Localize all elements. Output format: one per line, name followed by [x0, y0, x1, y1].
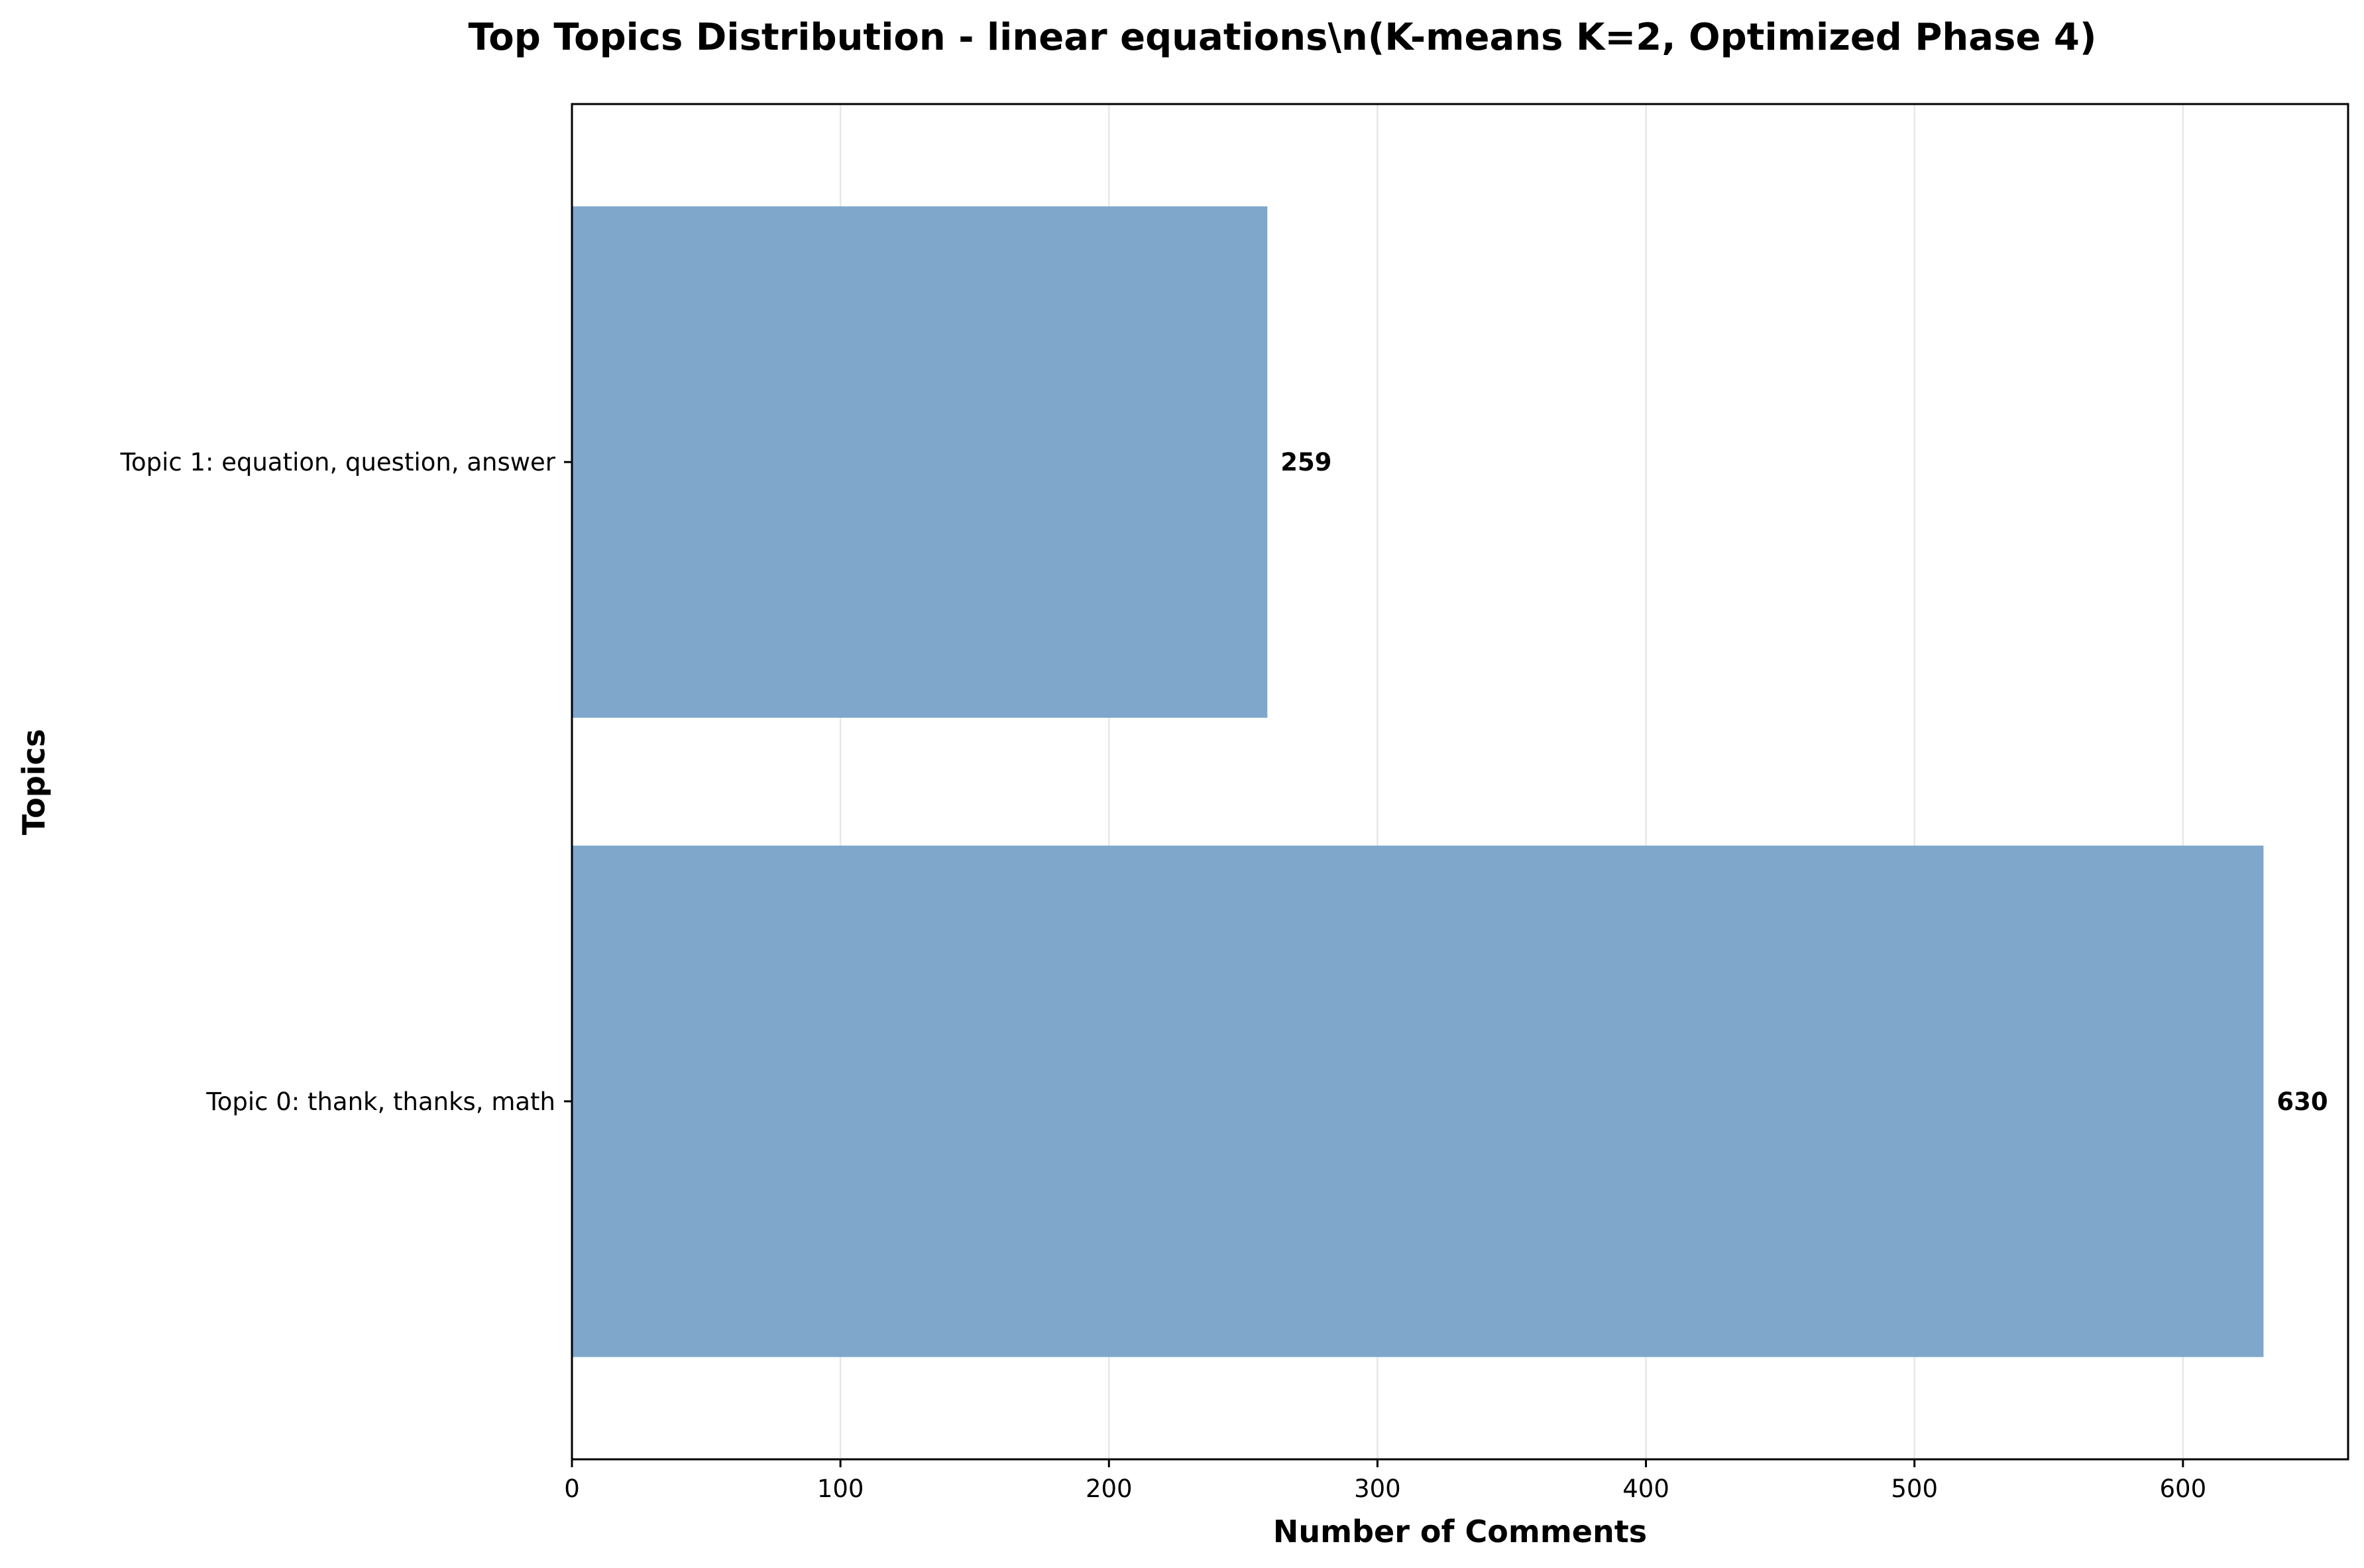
x-tick-label: 200 [1086, 1475, 1133, 1503]
y-tick-label: Topic 1: equation, question, answer [120, 448, 556, 476]
x-tick-label: 500 [1891, 1475, 1938, 1503]
bars [572, 206, 2264, 1357]
data-labels: 259 630 [1280, 448, 2328, 1116]
x-tick-label: 100 [817, 1475, 864, 1503]
chart-title: Top Topics Distribution - linear equatio… [469, 16, 2097, 59]
bar [572, 206, 1268, 718]
y-tick-label: Topic 0: thank, thanks, math [205, 1088, 555, 1116]
bar [572, 845, 2264, 1357]
x-axis-ticks: 0 100 200 300 400 500 600 [564, 1459, 2206, 1503]
x-tick-label: 600 [2160, 1475, 2207, 1503]
plot-area-frame [571, 103, 2349, 1461]
x-axis-label: Number of Comments [1273, 1514, 1647, 1549]
x-tick-label: 300 [1354, 1475, 1401, 1503]
y-axis-label: Topics [16, 729, 52, 835]
data-label: 259 [1280, 448, 1331, 476]
data-label: 630 [2277, 1088, 2328, 1116]
x-tick-label: 0 [564, 1475, 580, 1503]
y-axis-ticks: Topic 1: equation, question, answer Topic… [120, 448, 572, 1116]
x-tick-label: 400 [1622, 1475, 1669, 1503]
